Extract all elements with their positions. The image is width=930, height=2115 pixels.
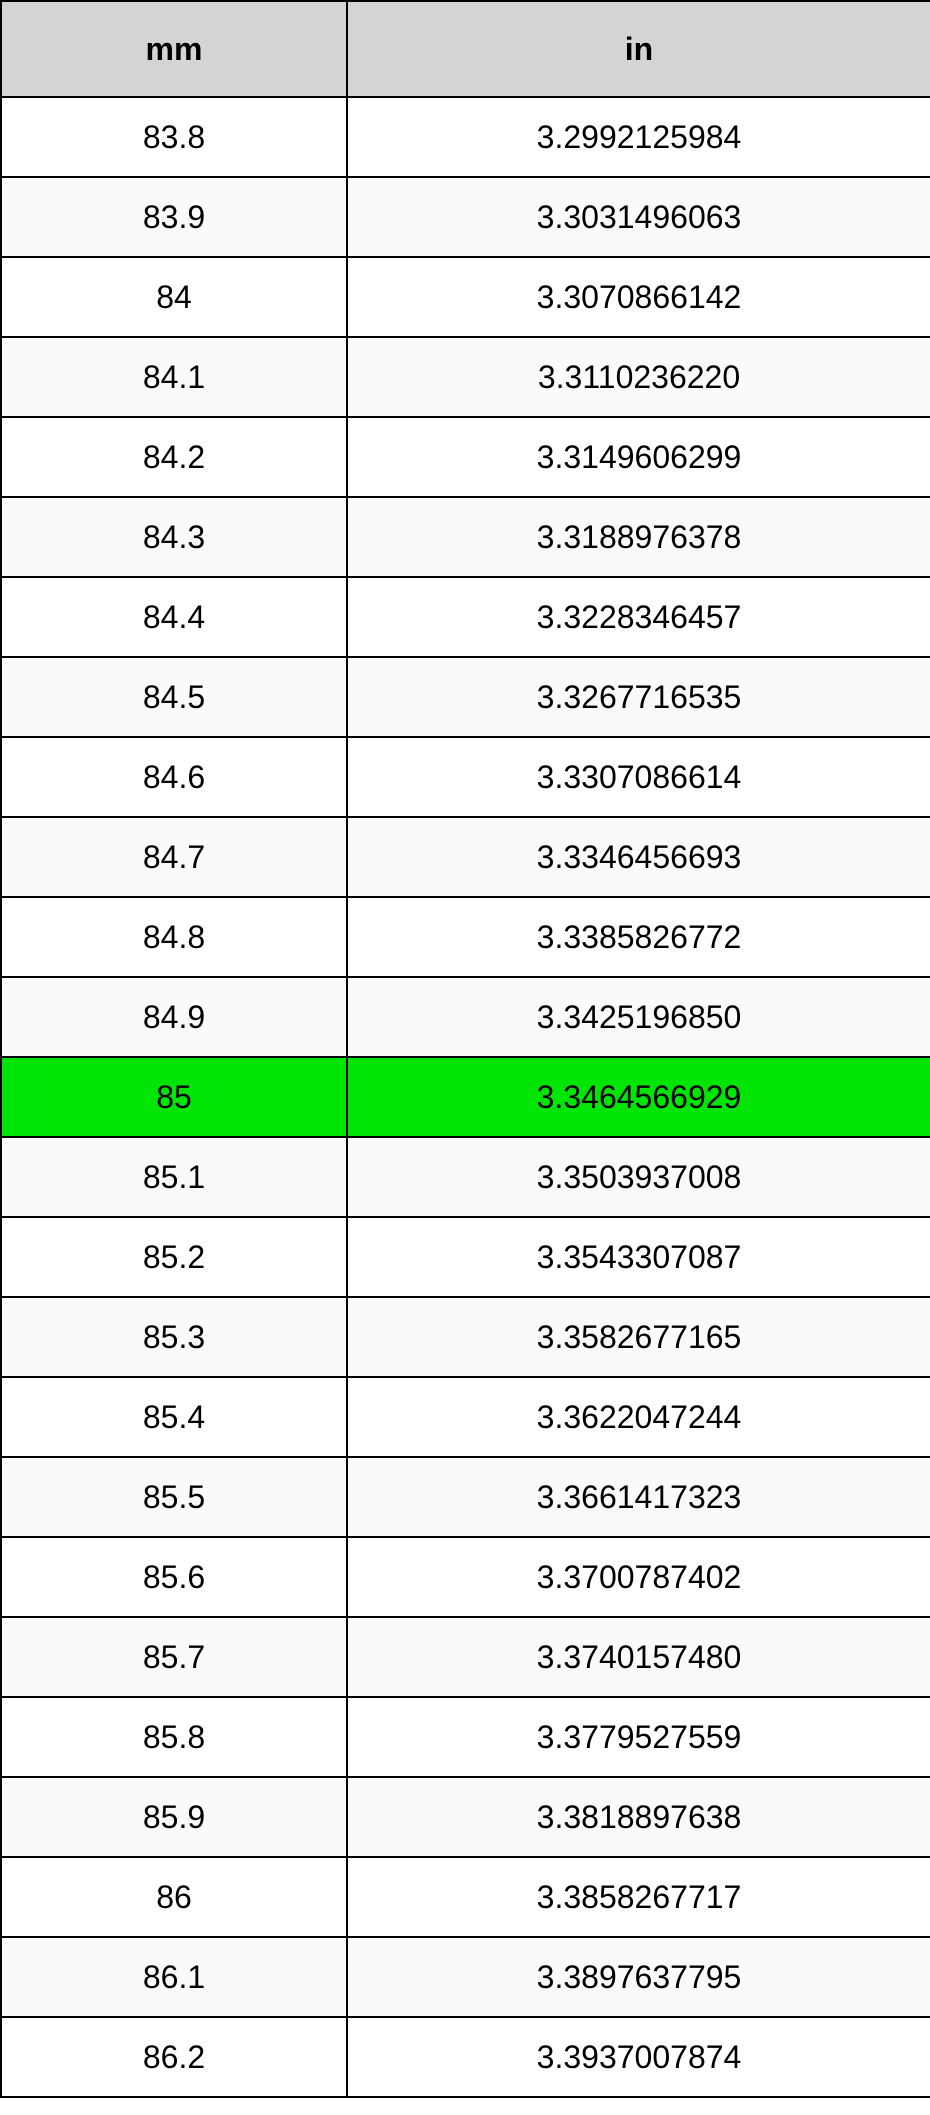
cell-mm: 84.2 [1,417,347,497]
table-row: 84.73.3346456693 [1,817,930,897]
cell-in: 3.3543307087 [347,1217,930,1297]
table-row: 85.83.3779527559 [1,1697,930,1777]
cell-in: 3.3858267717 [347,1857,930,1937]
table-row: 843.3070866142 [1,257,930,337]
cell-mm: 84.1 [1,337,347,417]
table-row: 83.83.2992125984 [1,97,930,177]
cell-in: 3.3425196850 [347,977,930,1057]
table-row: 85.53.3661417323 [1,1457,930,1537]
cell-in: 3.3818897638 [347,1777,930,1857]
cell-in: 3.3582677165 [347,1297,930,1377]
cell-in: 3.3228346457 [347,577,930,657]
table-row: 84.93.3425196850 [1,977,930,1057]
table-row: 85.33.3582677165 [1,1297,930,1377]
table-row: 84.83.3385826772 [1,897,930,977]
cell-mm: 85.2 [1,1217,347,1297]
table-row: 84.13.3110236220 [1,337,930,417]
table-header-row: mm in [1,1,930,97]
cell-in: 3.3346456693 [347,817,930,897]
table-row: 84.43.3228346457 [1,577,930,657]
cell-in: 3.3149606299 [347,417,930,497]
cell-mm: 83.8 [1,97,347,177]
cell-in: 3.3503937008 [347,1137,930,1217]
cell-mm: 84.3 [1,497,347,577]
cell-mm: 84 [1,257,347,337]
cell-in: 3.3740157480 [347,1617,930,1697]
table-row: 84.33.3188976378 [1,497,930,577]
cell-mm: 85.7 [1,1617,347,1697]
cell-mm: 84.9 [1,977,347,1057]
table-row: 85.93.3818897638 [1,1777,930,1857]
cell-in: 3.3307086614 [347,737,930,817]
table-row: 863.3858267717 [1,1857,930,1937]
cell-in: 3.2992125984 [347,97,930,177]
cell-in: 3.3110236220 [347,337,930,417]
cell-in: 3.3700787402 [347,1537,930,1617]
table-row: 853.3464566929 [1,1057,930,1137]
cell-mm: 85.9 [1,1777,347,1857]
cell-in: 3.3779527559 [347,1697,930,1777]
cell-in: 3.3897637795 [347,1937,930,2017]
cell-mm: 84.7 [1,817,347,897]
cell-mm: 85.4 [1,1377,347,1457]
cell-mm: 85.6 [1,1537,347,1617]
cell-mm: 84.8 [1,897,347,977]
cell-in: 3.3661417323 [347,1457,930,1537]
cell-mm: 83.9 [1,177,347,257]
cell-mm: 86.2 [1,2017,347,2097]
cell-mm: 84.6 [1,737,347,817]
cell-in: 3.3385826772 [347,897,930,977]
table-row: 83.93.3031496063 [1,177,930,257]
cell-in: 3.3070866142 [347,257,930,337]
cell-mm: 86 [1,1857,347,1937]
cell-in: 3.3622047244 [347,1377,930,1457]
cell-mm: 84.4 [1,577,347,657]
cell-mm: 85.5 [1,1457,347,1537]
column-header-mm: mm [1,1,347,97]
table-row: 85.63.3700787402 [1,1537,930,1617]
table-row: 85.73.3740157480 [1,1617,930,1697]
conversion-table: mm in 83.83.299212598483.93.303149606384… [0,0,930,2098]
cell-in: 3.3267716535 [347,657,930,737]
column-header-in: in [347,1,930,97]
table-row: 86.23.3937007874 [1,2017,930,2097]
cell-in: 3.3188976378 [347,497,930,577]
cell-in: 3.3937007874 [347,2017,930,2097]
table-row: 84.63.3307086614 [1,737,930,817]
cell-in: 3.3031496063 [347,177,930,257]
cell-mm: 85.3 [1,1297,347,1377]
table-row: 84.53.3267716535 [1,657,930,737]
table-row: 85.13.3503937008 [1,1137,930,1217]
cell-mm: 85.8 [1,1697,347,1777]
table-row: 85.43.3622047244 [1,1377,930,1457]
table-row: 86.13.3897637795 [1,1937,930,2017]
cell-mm: 85.1 [1,1137,347,1217]
table-row: 85.23.3543307087 [1,1217,930,1297]
table-row: 84.23.3149606299 [1,417,930,497]
cell-in: 3.3464566929 [347,1057,930,1137]
cell-mm: 84.5 [1,657,347,737]
cell-mm: 86.1 [1,1937,347,2017]
cell-mm: 85 [1,1057,347,1137]
